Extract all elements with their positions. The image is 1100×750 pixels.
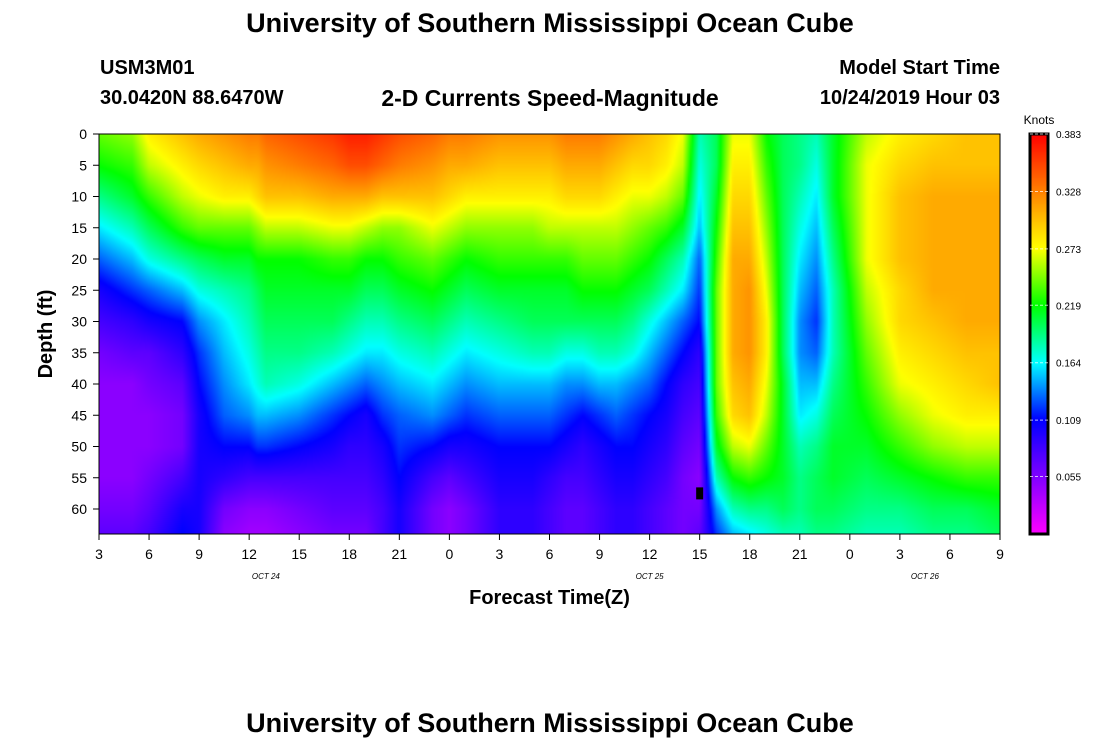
model-start-label: Model Start Time (839, 57, 1000, 79)
x-tick-label: 9 (996, 546, 1004, 562)
y-tick-label: 35 (71, 345, 87, 361)
colorbar-unit-label: Knots (1024, 113, 1055, 127)
y-tick-label: 10 (71, 189, 87, 205)
x-tick-label: 21 (392, 546, 408, 562)
y-tick-label: 45 (71, 407, 87, 423)
page-title: University of Southern Mississippi Ocean… (246, 8, 854, 38)
x-tick-label: 12 (241, 546, 257, 562)
y-tick-label: 40 (71, 376, 87, 392)
date-label: OCT 25 (636, 572, 665, 581)
x-tick-label: 0 (445, 546, 453, 562)
x-tick-label: 6 (546, 546, 554, 562)
model-start-value: 10/24/2019 Hour 03 (819, 87, 1000, 109)
colorbar-gradient (1030, 134, 1048, 534)
y-tick-label: 20 (71, 251, 87, 267)
colorbar-tick-label: 0.273 (1056, 245, 1081, 256)
product-title: 2-D Currents Speed-Magnitude (381, 85, 719, 111)
colorbar-tick-label: 0.109 (1056, 416, 1081, 427)
colorbar-tick-label: 0.164 (1056, 359, 1081, 370)
x-tick-label: 15 (291, 546, 307, 562)
x-tick-label: 9 (596, 546, 604, 562)
x-axis-label: Forecast Time(Z) (469, 587, 630, 609)
speed-heatmap-image (99, 134, 1000, 534)
colorbar-tick-label: 0.219 (1056, 301, 1081, 312)
footer-title: University of Southern Mississippi Ocean… (246, 708, 854, 738)
colorbar-tick-label: 0.055 (1056, 473, 1081, 484)
x-tick-label: 3 (896, 546, 904, 562)
x-tick-label: 12 (642, 546, 658, 562)
x-tick-label: 3 (95, 546, 103, 562)
y-tick-label: 30 (71, 314, 87, 330)
colorbar-tick-label: 0.383 (1056, 130, 1081, 141)
colorbar-tick-label: 0.328 (1056, 187, 1081, 198)
y-tick-label: 60 (71, 501, 87, 517)
y-axis-label: Depth (ft) (35, 290, 57, 379)
x-tick-label: 0 (846, 546, 854, 562)
colorbar-frame (1028, 132, 1050, 536)
marker-annotation (696, 487, 704, 500)
x-tick-label: 6 (946, 546, 954, 562)
date-label: OCT 24 (252, 572, 281, 581)
x-tick-label: 3 (496, 546, 504, 562)
y-tick-label: 15 (71, 220, 87, 236)
y-tick-label: 5 (79, 157, 87, 173)
x-tick-label: 9 (195, 546, 203, 562)
x-tick-label: 18 (742, 546, 758, 562)
y-tick-label: 0 (79, 126, 87, 142)
x-tick-label: 21 (792, 546, 808, 562)
y-tick-label: 25 (71, 282, 87, 298)
y-tick-label: 55 (71, 470, 87, 486)
y-tick-label: 50 (71, 439, 87, 455)
station-coordinates: 30.0420N 88.6470W (100, 87, 284, 109)
x-tick-label: 15 (692, 546, 708, 562)
date-label: OCT 26 (911, 572, 940, 581)
x-tick-label: 18 (341, 546, 357, 562)
x-tick-label: 6 (145, 546, 153, 562)
station-id: USM3M01 (100, 57, 195, 79)
